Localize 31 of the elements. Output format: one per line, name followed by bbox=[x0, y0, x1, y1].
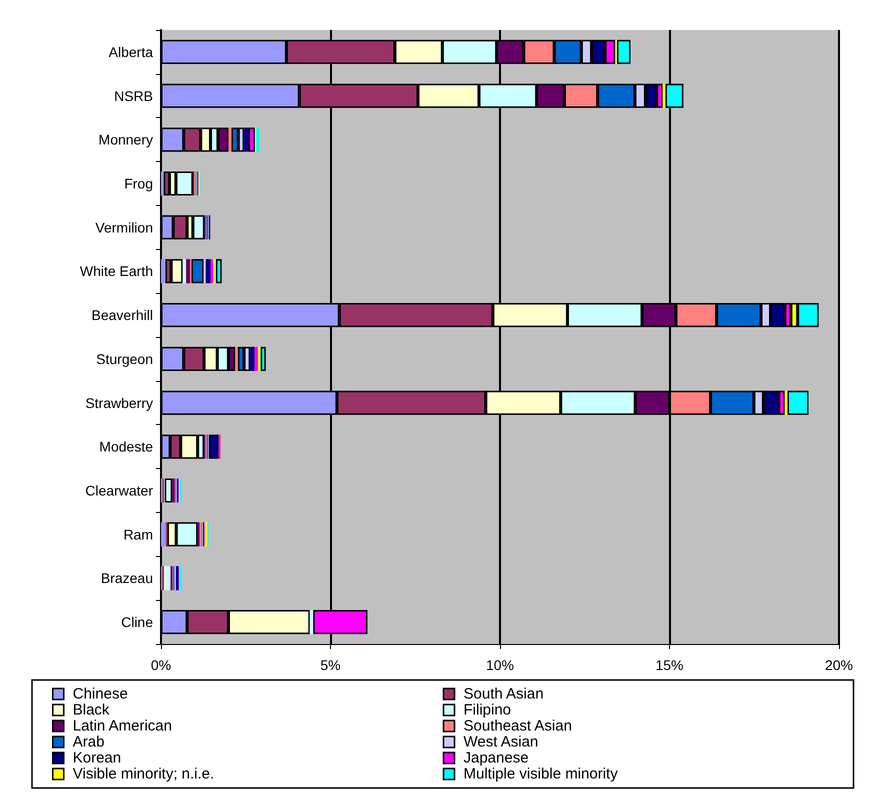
x-tick-label: 0% bbox=[150, 657, 172, 673]
legend-label: Southeast Asian bbox=[464, 718, 572, 734]
x-tick-label: 20% bbox=[824, 657, 854, 673]
y-tick-label: Vermilion bbox=[95, 219, 153, 236]
y-tick-label: White Earth bbox=[80, 263, 153, 280]
y-tick-label: Clearwater bbox=[85, 482, 154, 498]
legend-label: Latin American bbox=[72, 718, 172, 734]
legend-label: Japanese bbox=[464, 750, 529, 766]
y-tick-label: Modeste bbox=[99, 438, 154, 455]
legend-label: Visible minority; n.i.e. bbox=[72, 766, 214, 782]
legend-label: Black bbox=[72, 702, 110, 718]
y-tick-label: Monnery bbox=[98, 132, 153, 148]
legend-label: South Asian bbox=[464, 686, 544, 702]
legend-label: Korean bbox=[72, 750, 122, 766]
y-tick-label: Ram bbox=[123, 526, 153, 542]
legend-label: Arab bbox=[72, 734, 104, 750]
y-tick-label: Cline bbox=[121, 614, 154, 630]
y-tick-label: Brazeau bbox=[100, 570, 153, 586]
legend-label: Multiple visible minority bbox=[464, 766, 618, 782]
y-tick-label: Frog bbox=[124, 176, 153, 192]
y-tick-label: NSRB bbox=[114, 88, 153, 104]
x-tick-label: 10% bbox=[486, 657, 514, 673]
legend-label: Filipino bbox=[464, 702, 512, 718]
legend-label: West Asian bbox=[464, 734, 538, 750]
x-tick-label: 5% bbox=[320, 657, 341, 673]
legend-label: Chinese bbox=[72, 686, 128, 702]
y-tick-label: Strawberry bbox=[85, 394, 153, 411]
x-tick-label: 15% bbox=[655, 657, 684, 673]
y-tick-label: Sturgeon bbox=[96, 350, 153, 367]
y-tick-label: Alberta bbox=[108, 44, 154, 60]
y-tick-label: Beaverhill bbox=[92, 307, 153, 324]
